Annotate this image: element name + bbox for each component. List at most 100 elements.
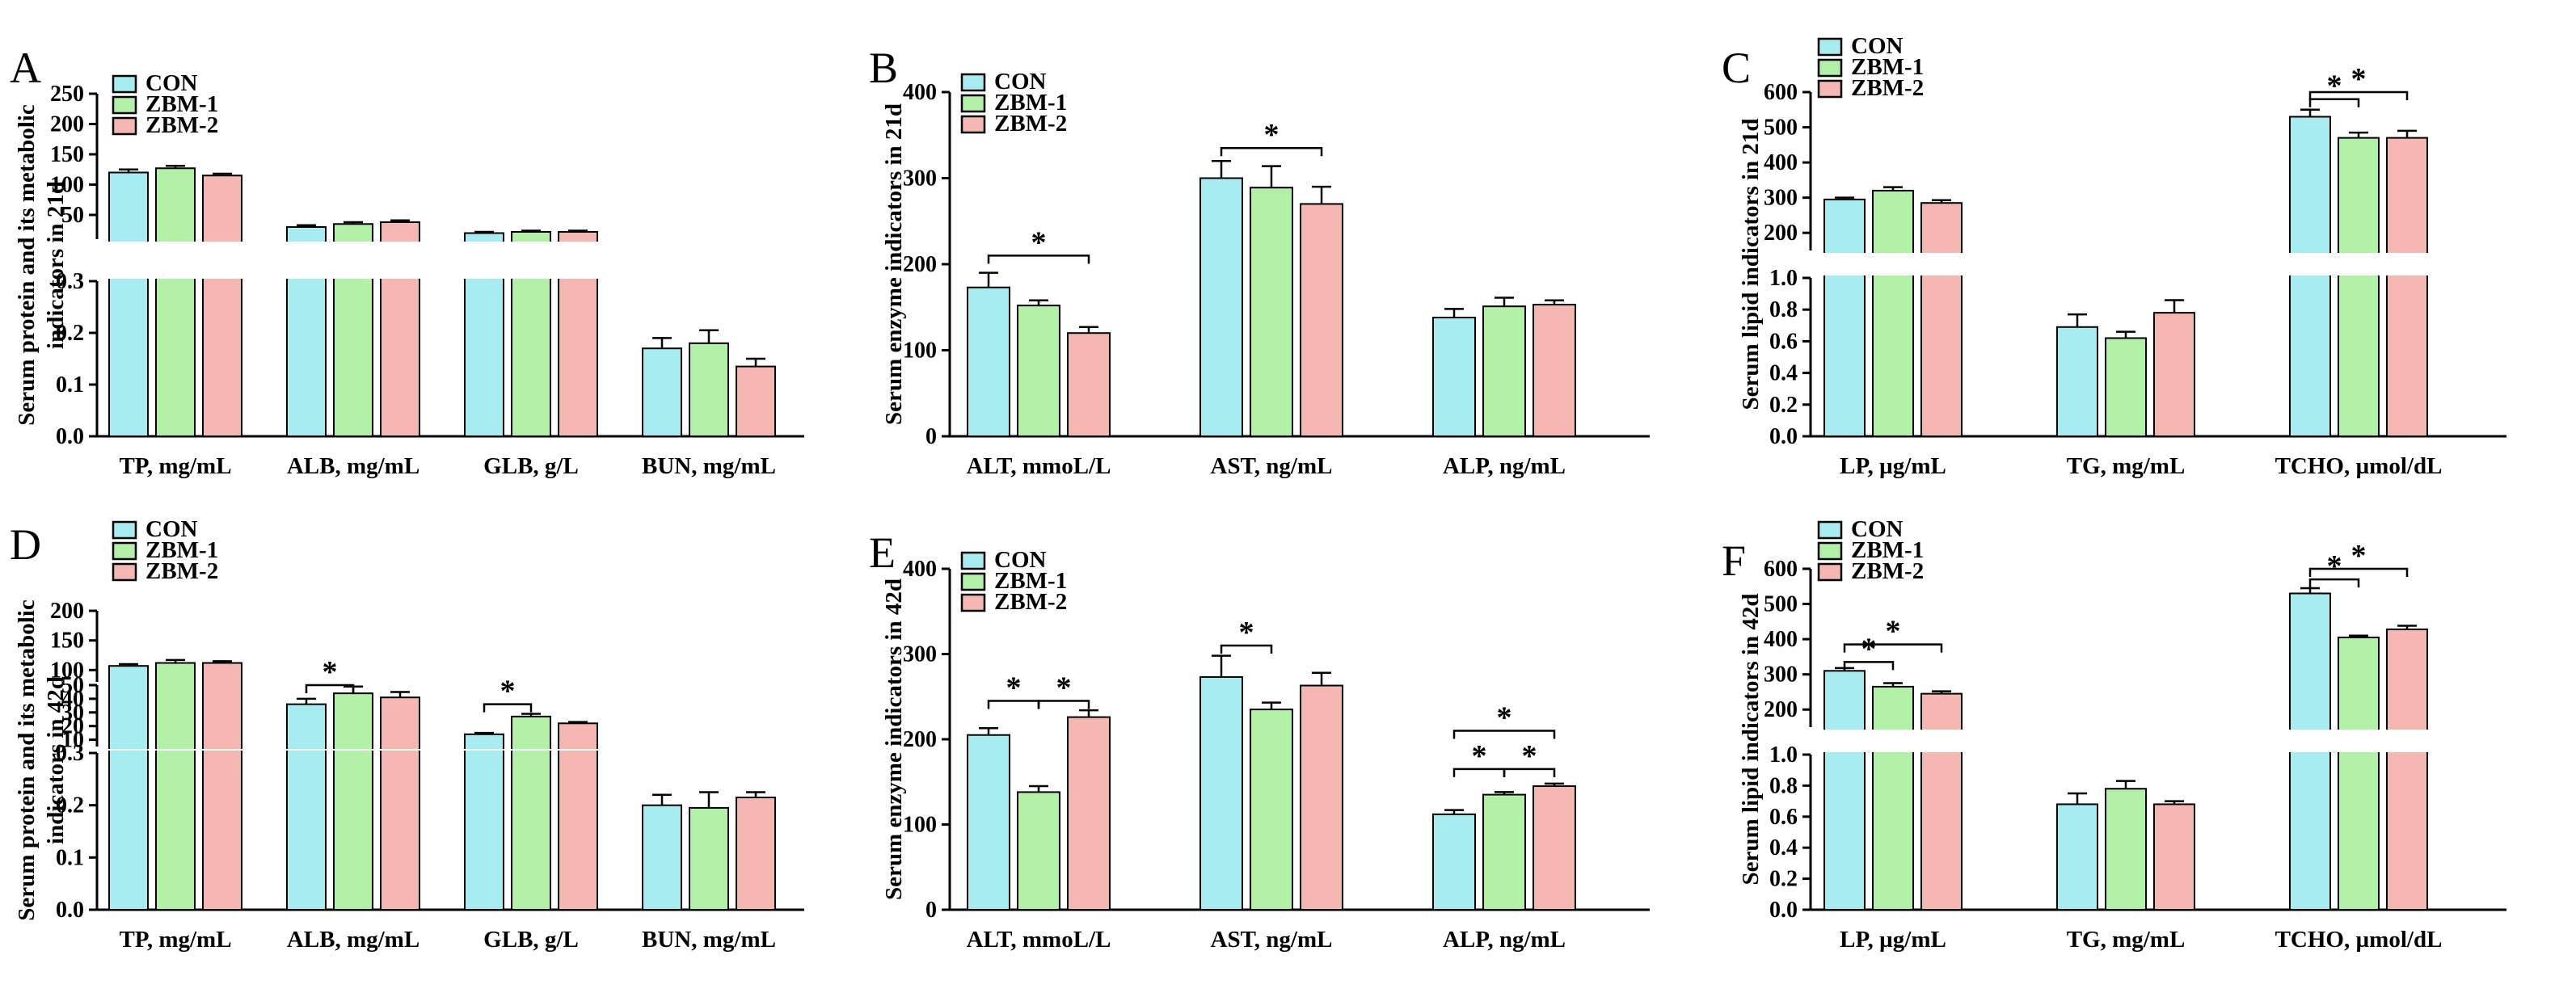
significance-star: *: [1239, 616, 1254, 650]
legend-swatch: [112, 520, 137, 540]
panel-b-text: B Serum enzyme indicators in 21d 0 100 200 30…: [869, 44, 1650, 479]
y-tick-label: 100: [903, 339, 937, 364]
significance-bracket: [1220, 644, 1273, 654]
bar: [1920, 692, 1963, 911]
y-axis-label: Serum protein and its metabolic: [14, 599, 40, 921]
y-tick-label: 400: [1764, 150, 1798, 175]
panel-d-text: D Serum protein and its metabolic indicato…: [10, 516, 804, 953]
legend-label: ZBM-2: [994, 111, 1067, 137]
legend-label: ZBM-1: [1851, 537, 1924, 563]
significance-star: *: [1497, 700, 1512, 734]
bar: [1872, 189, 1914, 437]
significance-star: *: [1861, 632, 1877, 666]
axis-break: [1819, 730, 2506, 752]
y-tick-label: 1.0: [1769, 266, 1798, 291]
bar: [1300, 684, 1343, 911]
significance-star: *: [1522, 739, 1537, 773]
legend-label: ZBM-2: [1851, 558, 1924, 584]
y-tick-label: 0.2: [1769, 867, 1798, 892]
bar: [1533, 785, 1576, 911]
significance-bracket: [305, 684, 355, 693]
y-axis-label: indicators in 21d: [43, 181, 69, 349]
y-tick-label: 0.4: [1769, 361, 1798, 386]
y-tick-label: 200: [903, 252, 937, 277]
y-tick-label: 200: [50, 599, 84, 624]
significance-star: *: [1056, 671, 1072, 705]
y-tick-label: 20: [61, 714, 84, 739]
bar: [380, 696, 420, 911]
bar: [2338, 636, 2380, 911]
legend-swatch: [960, 593, 986, 612]
bar: [2105, 788, 2147, 911]
legend-label: ZBM-2: [1851, 75, 1924, 101]
legend-label: CON: [145, 516, 198, 542]
y-tick-label: 100: [50, 658, 84, 683]
y-tick-label: 600: [1764, 557, 1798, 582]
bar: [2056, 803, 2098, 911]
y-tick-label: 50: [61, 203, 84, 228]
panel-label-c: C: [1722, 44, 1751, 92]
bar: [2338, 137, 2380, 437]
panel-label-b: B: [869, 44, 898, 92]
category-label: ALP, ng/mL: [1443, 927, 1566, 953]
bar: [2289, 116, 2331, 437]
legend-swatch: [1817, 37, 1843, 57]
y-tick-label: 300: [1764, 663, 1798, 688]
bar: [1533, 304, 1576, 437]
legend-swatch: [112, 116, 137, 136]
y-tick-label: 0.0: [1769, 898, 1798, 923]
axis-break: [104, 242, 804, 279]
bar: [642, 804, 682, 911]
significance-star: *: [2351, 62, 2367, 96]
bar: [1482, 305, 1526, 437]
panel-label-e: E: [869, 528, 896, 577]
y-tick-label: 0.6: [1769, 329, 1798, 354]
significance-bracket: [1843, 661, 1895, 671]
bar: [108, 171, 149, 437]
panel-label-f: F: [1722, 536, 1746, 585]
significance-star: *: [500, 675, 516, 709]
significance-bracket: [483, 703, 533, 713]
bar: [642, 347, 682, 438]
bar: [736, 365, 776, 438]
category-label: TCHO, µmol/dL: [2275, 453, 2443, 479]
significance-bracket: [2308, 567, 2409, 577]
legend-swatch: [112, 95, 137, 115]
y-axis-label: indicators in 42d: [43, 676, 69, 844]
bar: [1067, 332, 1111, 438]
y-tick-label: 0.2: [56, 793, 84, 818]
bar: [1432, 813, 1476, 911]
significance-bracket: [2308, 98, 2360, 107]
significance-bracket: [2308, 90, 2409, 100]
legend-swatch: [1817, 562, 1843, 582]
y-tick-label: 0.3: [56, 741, 84, 766]
bar: [736, 796, 776, 911]
significance-bracket: [1452, 730, 1556, 739]
bar: [464, 733, 504, 911]
legend-swatch: [112, 74, 137, 94]
category-label: GLB, g/L: [483, 453, 579, 479]
category-label: ALT, mmoL/L: [967, 927, 1111, 953]
significance-star: *: [2327, 549, 2342, 583]
legend-label: ZBM-2: [145, 558, 218, 584]
y-tick-label: 0.3: [56, 269, 84, 294]
legend-swatch: [960, 551, 986, 570]
legend-swatch: [960, 73, 986, 92]
bar: [1199, 675, 1243, 911]
legend-label: ZBM-2: [994, 589, 1067, 615]
y-axis-label: Serum protein and its metabolic: [14, 104, 40, 426]
y-tick-label: 200: [50, 112, 84, 137]
bar: [2153, 312, 2195, 437]
legend-label: ZBM-1: [145, 91, 218, 117]
category-label: TP, mg/mL: [119, 453, 231, 479]
bar: [689, 806, 729, 911]
bar: [2105, 337, 2147, 438]
legend-swatch: [112, 562, 137, 582]
bar: [1017, 791, 1060, 911]
y-tick-label: 400: [903, 557, 937, 582]
y-tick-label: 500: [1764, 592, 1798, 617]
y-tick-label: 40: [61, 687, 84, 712]
y-tick-label: 0.0: [56, 898, 84, 923]
y-tick-label: 0.1: [56, 845, 84, 870]
